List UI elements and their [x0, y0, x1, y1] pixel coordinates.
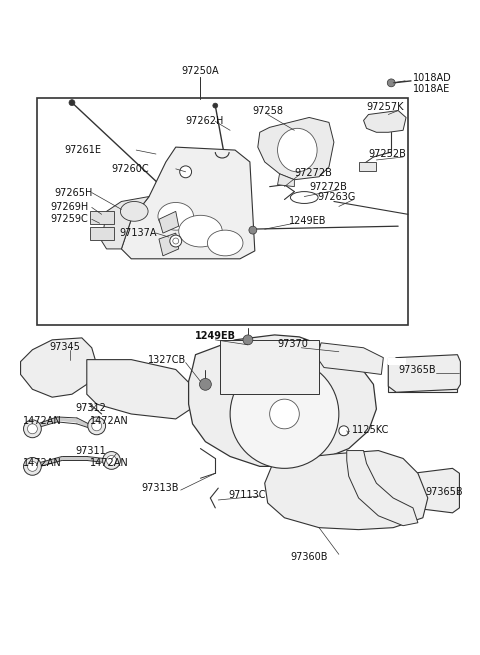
Circle shape — [27, 424, 37, 434]
Text: 97311: 97311 — [75, 445, 106, 456]
Text: 1018AD: 1018AD — [413, 73, 452, 83]
Circle shape — [92, 421, 102, 431]
Bar — [37, 98, 408, 325]
Circle shape — [103, 451, 120, 470]
Text: 1327CB: 1327CB — [148, 354, 186, 365]
Circle shape — [249, 226, 257, 234]
Circle shape — [213, 103, 218, 108]
Polygon shape — [388, 358, 406, 365]
Bar — [90, 212, 114, 224]
Text: 97370: 97370 — [277, 339, 309, 349]
Bar — [220, 340, 319, 394]
Text: 1472AN: 1472AN — [90, 458, 129, 468]
Text: 1472AN: 1472AN — [90, 416, 129, 426]
Circle shape — [339, 426, 349, 436]
Text: 97262H: 97262H — [186, 117, 224, 126]
Polygon shape — [317, 343, 384, 375]
Circle shape — [230, 360, 339, 468]
Polygon shape — [102, 196, 149, 249]
Circle shape — [173, 238, 179, 244]
Circle shape — [24, 420, 41, 438]
Circle shape — [243, 335, 253, 345]
Circle shape — [270, 399, 300, 429]
Ellipse shape — [158, 202, 193, 230]
Circle shape — [24, 457, 41, 476]
Text: 97258: 97258 — [252, 105, 283, 115]
Ellipse shape — [290, 192, 318, 204]
Polygon shape — [21, 338, 96, 397]
Polygon shape — [159, 233, 179, 256]
Text: 97257K: 97257K — [367, 102, 404, 111]
Bar — [359, 162, 376, 171]
Polygon shape — [347, 451, 418, 526]
Circle shape — [107, 455, 117, 466]
Circle shape — [88, 417, 106, 435]
Text: 97345: 97345 — [49, 342, 80, 352]
Text: 1125KC: 1125KC — [352, 425, 389, 435]
Ellipse shape — [179, 215, 222, 247]
Text: 97265H: 97265H — [54, 187, 93, 198]
Text: 97312: 97312 — [75, 403, 106, 413]
Polygon shape — [406, 468, 459, 513]
Polygon shape — [264, 451, 428, 530]
Polygon shape — [363, 111, 406, 132]
Polygon shape — [87, 360, 191, 419]
Text: 97252B: 97252B — [369, 149, 407, 159]
Text: 97269H: 97269H — [50, 202, 88, 212]
Text: 97313B: 97313B — [141, 483, 179, 493]
Polygon shape — [258, 117, 334, 179]
Ellipse shape — [120, 202, 148, 221]
Text: 97137A: 97137A — [120, 228, 157, 238]
Polygon shape — [388, 354, 460, 392]
Polygon shape — [189, 335, 376, 466]
Text: 97260C: 97260C — [111, 164, 149, 174]
Circle shape — [170, 235, 182, 247]
Text: 1472AN: 1472AN — [23, 416, 61, 426]
Circle shape — [200, 379, 211, 390]
Polygon shape — [159, 212, 179, 233]
Text: 97250A: 97250A — [181, 66, 219, 76]
Text: 97259C: 97259C — [50, 214, 88, 224]
Circle shape — [27, 461, 37, 472]
Ellipse shape — [277, 128, 317, 172]
Text: 97360B: 97360B — [290, 552, 328, 562]
Text: 1018AE: 1018AE — [413, 84, 450, 94]
Text: 97365B: 97365B — [398, 365, 436, 375]
Circle shape — [69, 100, 75, 105]
Text: 97365B: 97365B — [426, 487, 464, 497]
Text: 97261E: 97261E — [64, 145, 101, 155]
Ellipse shape — [207, 230, 243, 256]
Text: 1472AN: 1472AN — [23, 458, 61, 468]
Text: 1249EB: 1249EB — [195, 331, 236, 341]
Text: 1249EB: 1249EB — [289, 216, 327, 226]
Text: 97113C: 97113C — [228, 490, 265, 500]
Bar — [388, 358, 457, 392]
Circle shape — [387, 79, 395, 87]
Polygon shape — [277, 174, 294, 187]
Polygon shape — [121, 147, 255, 259]
Text: 97272B: 97272B — [309, 181, 347, 192]
Text: 97272B: 97272B — [294, 168, 332, 178]
Text: 97263G: 97263G — [317, 191, 356, 202]
Circle shape — [180, 166, 192, 178]
Bar — [90, 227, 114, 240]
